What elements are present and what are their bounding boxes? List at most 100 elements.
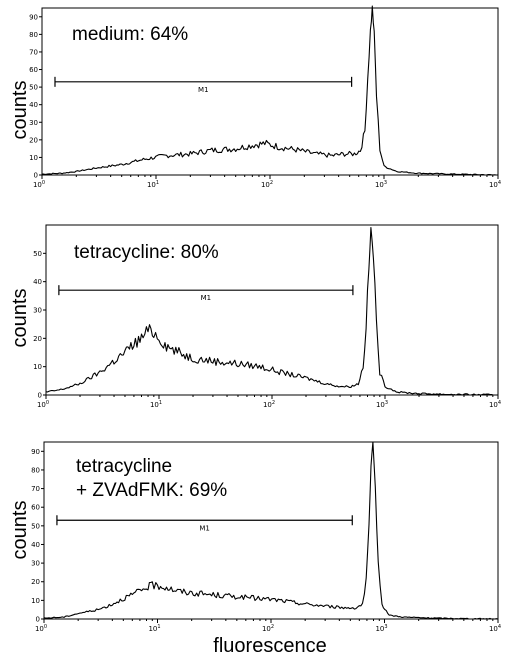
x-tick-base: 10 xyxy=(375,625,384,633)
y-tick-label: 40 xyxy=(31,541,40,549)
y-axis-ticks: 0 10 20 30 40 50 60 70 80 90 xyxy=(29,13,42,180)
y-tick-label: 0 xyxy=(34,172,38,180)
x-tick-label: 104 xyxy=(489,624,501,633)
y-tick-label: 20 xyxy=(33,335,42,343)
x-tick-exponent: 2 xyxy=(272,400,275,406)
y-tick-label: 40 xyxy=(33,278,42,286)
x-axis-ticks: 100 101 102 103 104 xyxy=(35,619,501,633)
x-tick-base: 10 xyxy=(262,625,271,633)
y-tick-label: 20 xyxy=(31,578,40,586)
x-axis-ticks: 100 101 102 103 104 xyxy=(37,395,501,409)
panel-title: tetracycline + ZVAdFMK: 69% xyxy=(76,456,227,501)
x-tick-label: 104 xyxy=(489,180,501,189)
x-tick-base: 10 xyxy=(375,181,384,189)
panel-title: medium: 64% xyxy=(72,24,188,45)
gate-label: M1 xyxy=(199,524,210,532)
histogram-trace xyxy=(45,227,498,396)
x-tick-base: 10 xyxy=(150,401,159,409)
y-tick-label: 80 xyxy=(29,31,38,39)
x-tick-exponent: 2 xyxy=(271,624,274,630)
x-tick-label: 102 xyxy=(262,624,274,633)
x-tick-base: 10 xyxy=(489,625,498,633)
plot-frame xyxy=(43,441,499,620)
x-tick-label: 103 xyxy=(375,624,387,633)
y-tick-label: 30 xyxy=(31,560,40,568)
x-axis-ticks: 100 101 102 103 104 xyxy=(33,175,501,189)
y-tick-label: 60 xyxy=(29,66,38,74)
x-tick-exponent: 4 xyxy=(498,180,501,186)
x-tick-exponent: 3 xyxy=(384,624,387,630)
gate-label: M1 xyxy=(201,294,212,302)
y-tick-label: 70 xyxy=(31,485,40,493)
x-tick-exponent: 4 xyxy=(498,400,501,406)
y-tick-label: 0 xyxy=(36,616,40,624)
x-tick-label: 101 xyxy=(147,180,159,189)
x-tick-label: 100 xyxy=(33,180,45,189)
y-tick-label: 50 xyxy=(31,522,40,530)
y-tick-label: 90 xyxy=(31,448,40,456)
x-tick-label: 100 xyxy=(35,624,47,633)
x-tick-base: 10 xyxy=(148,625,157,633)
x-tick-base: 10 xyxy=(33,181,42,189)
y-tick-label: 40 xyxy=(29,101,38,109)
x-tick-base: 10 xyxy=(147,181,156,189)
y-tick-label: 20 xyxy=(29,136,38,144)
x-tick-label: 101 xyxy=(150,400,162,409)
y-tick-label: 30 xyxy=(29,119,38,127)
x-tick-base: 10 xyxy=(261,181,270,189)
y-axis-ticks: 0 10 20 30 40 50 xyxy=(33,250,46,400)
title-line: tetracycline: 80% xyxy=(74,242,219,263)
y-tick-label: 90 xyxy=(29,13,38,21)
x-tick-base: 10 xyxy=(489,401,498,409)
x-tick-base: 10 xyxy=(489,181,498,189)
histogram-trace xyxy=(43,441,499,620)
x-tick-label: 102 xyxy=(263,400,275,409)
y-axis-label: counts xyxy=(9,501,31,560)
y-tick-label: 30 xyxy=(33,307,42,315)
histogram-trace xyxy=(41,5,498,176)
gate-label: M1 xyxy=(198,86,209,94)
x-tick-base: 10 xyxy=(263,401,272,409)
x-tick-base: 10 xyxy=(37,401,46,409)
x-tick-exponent: 0 xyxy=(46,400,49,406)
x-tick-base: 10 xyxy=(376,401,385,409)
title-line: + ZVAdFMK: 69% xyxy=(76,480,227,501)
y-tick-label: 10 xyxy=(31,597,40,605)
x-tick-exponent: 2 xyxy=(270,180,273,186)
x-tick-label: 102 xyxy=(261,180,273,189)
y-tick-label: 50 xyxy=(29,84,38,92)
y-tick-label: 80 xyxy=(31,466,40,474)
y-tick-label: 0 xyxy=(38,392,42,400)
y-tick-label: 70 xyxy=(29,48,38,56)
x-tick-label: 103 xyxy=(375,180,387,189)
x-tick-exponent: 0 xyxy=(42,180,45,186)
gate-m1: M1 xyxy=(56,515,353,532)
title-line: medium: 64% xyxy=(72,24,188,45)
x-tick-label: 103 xyxy=(376,400,388,409)
y-tick-label: 10 xyxy=(33,363,42,371)
x-tick-label: 100 xyxy=(37,400,49,409)
y-tick-label: 10 xyxy=(29,154,38,162)
x-tick-label: 104 xyxy=(489,400,501,409)
panel-title: tetracycline: 80% xyxy=(74,242,219,263)
x-tick-base: 10 xyxy=(35,625,44,633)
plot-frame xyxy=(41,7,499,176)
x-tick-exponent: 3 xyxy=(384,180,387,186)
gate-m1: M1 xyxy=(54,76,353,94)
x-tick-exponent: 0 xyxy=(44,624,47,630)
y-axis-ticks: 0 10 20 30 40 50 60 70 80 90 xyxy=(31,448,44,624)
x-tick-label: 101 xyxy=(148,624,160,633)
x-tick-exponent: 3 xyxy=(385,400,388,406)
y-tick-label: 50 xyxy=(33,250,42,258)
x-tick-exponent: 4 xyxy=(498,624,501,630)
title-line: tetracycline xyxy=(76,456,172,477)
x-axis-label: fluorescence xyxy=(213,635,326,657)
gate-m1: M1 xyxy=(58,285,354,302)
y-axis-label: counts xyxy=(9,289,31,348)
y-axis-label: counts xyxy=(9,81,31,140)
x-tick-exponent: 1 xyxy=(156,180,159,186)
